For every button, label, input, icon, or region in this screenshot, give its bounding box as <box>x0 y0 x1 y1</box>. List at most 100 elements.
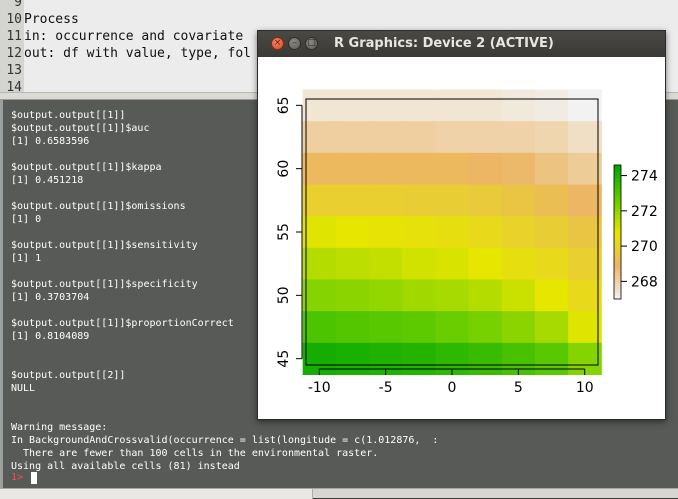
legend-swatch <box>614 252 621 256</box>
line-number: 9 <box>14 0 22 10</box>
raster-cell <box>501 184 536 217</box>
legend-swatch <box>614 195 621 199</box>
raster-cell <box>501 247 536 280</box>
console-line: [1] 1 <box>11 253 42 264</box>
console-line: In BackgroundAndCrossvalid(occurrence = … <box>11 435 439 446</box>
raster-cell <box>302 121 337 154</box>
editor-line: 11 in: occurrence and covariate <box>0 28 243 45</box>
raster-cell <box>501 216 536 249</box>
window-titlebar[interactable]: × – □ R Graphics: Device 2 (ACTIVE) <box>258 31 665 57</box>
window-title: R Graphics: Device 2 (ACTIVE) <box>334 36 554 51</box>
editor-line: 13 <box>0 62 24 79</box>
raster-cell <box>402 279 436 312</box>
raster-cell <box>534 279 569 312</box>
raster-cell <box>369 247 403 280</box>
bottom-tab[interactable] <box>202 489 313 499</box>
line-text: in: occurrence and covariate <box>24 29 244 44</box>
raster-cell <box>468 121 503 154</box>
close-icon: × <box>273 38 282 48</box>
line-text: Process <box>24 12 79 27</box>
console-line: $output.output[[1]]$auc <box>11 123 150 134</box>
line-number: 10 <box>6 12 22 27</box>
raster-cell <box>468 152 503 185</box>
legend-swatch <box>614 171 621 176</box>
console-line: $output.output[[1]]$specificity <box>11 279 198 290</box>
raster-cell <box>369 152 403 185</box>
raster-cell <box>435 216 470 249</box>
console-line: [1] 0 <box>11 214 42 225</box>
legend-swatch <box>614 255 621 260</box>
legend-swatch <box>614 238 621 243</box>
console-line: $output.output[[1]]$kappa <box>11 162 162 173</box>
raster-cell <box>335 247 370 280</box>
legend-swatch <box>614 245 621 250</box>
legend-swatch <box>614 272 621 277</box>
legend-swatch <box>614 175 621 179</box>
raster-cell <box>435 184 470 217</box>
editor-line: 9 <box>0 0 24 11</box>
legend-swatch <box>614 282 621 287</box>
raster-cell <box>369 89 403 122</box>
raster-cell <box>534 121 569 154</box>
x-tick-label: 10 <box>576 380 594 396</box>
legend-swatch <box>614 262 621 266</box>
console-line: [1] 0.8104089 <box>11 331 90 342</box>
y-tick-label: 60 <box>276 160 292 178</box>
raster-cell <box>402 247 436 280</box>
legend-swatch <box>614 232 621 236</box>
raster-cell <box>568 247 602 280</box>
legend-swatch <box>614 221 621 226</box>
raster-cell <box>402 121 436 154</box>
line-number: 14 <box>6 80 22 92</box>
y-tick-label: 55 <box>276 223 292 241</box>
legend-swatch <box>614 165 621 169</box>
console-line: $output.output[[1]]$omissions <box>11 201 186 212</box>
raster-cell <box>369 121 403 154</box>
legend-swatch <box>614 205 621 210</box>
line-number: 12 <box>6 46 22 61</box>
r-graphics-window[interactable]: × – □ R Graphics: Device 2 (ACTIVE) -10-… <box>257 30 666 420</box>
console-line: $output.output[[1]]$sensitivity <box>11 240 198 251</box>
close-button[interactable]: × <box>271 37 284 50</box>
raster-cell <box>501 121 536 154</box>
raster-cell <box>302 247 337 280</box>
legend-swatch <box>614 268 621 273</box>
raster-cell <box>468 216 503 249</box>
legend-swatch <box>614 191 621 196</box>
raster-cell <box>501 279 536 312</box>
y-tick-label: 65 <box>276 96 292 114</box>
raster-cell <box>534 311 569 344</box>
minimize-button[interactable]: – <box>288 37 301 50</box>
status-bar <box>0 488 678 499</box>
raster-cell <box>501 152 536 185</box>
line-text <box>22 0 24 10</box>
raster-cell <box>335 89 370 122</box>
raster-cell <box>568 152 602 185</box>
legend-swatch <box>614 201 621 206</box>
text-cursor <box>31 472 37 484</box>
editor-line: 12 out: df with value, type, fol <box>0 45 251 62</box>
raster-cell <box>302 184 337 217</box>
legend-swatch <box>614 208 621 213</box>
y-tick-label: 50 <box>276 286 292 304</box>
raster-cell <box>534 342 569 375</box>
raster-cell <box>369 184 403 217</box>
raster-cell <box>468 184 503 217</box>
console-line: There are fewer than 100 cells in the en… <box>11 448 379 459</box>
legend-box <box>613 164 622 300</box>
line-number: 13 <box>6 63 22 78</box>
legend-swatch <box>614 215 621 220</box>
legend-tick-label: 270 <box>631 239 658 255</box>
raster-cell <box>402 342 436 375</box>
legend-swatch <box>614 181 621 186</box>
console-line: Warning message: <box>11 422 108 433</box>
legend-swatch <box>614 225 621 230</box>
legend-swatch <box>614 288 621 293</box>
raster-cell <box>501 311 536 344</box>
legend-swatch <box>614 211 621 216</box>
maximize-button[interactable]: □ <box>305 37 318 50</box>
raster-cell <box>568 121 602 154</box>
line-number: 11 <box>6 29 22 44</box>
raster-cell <box>534 247 569 280</box>
console-line: [1] 0.3703704 <box>11 292 90 303</box>
